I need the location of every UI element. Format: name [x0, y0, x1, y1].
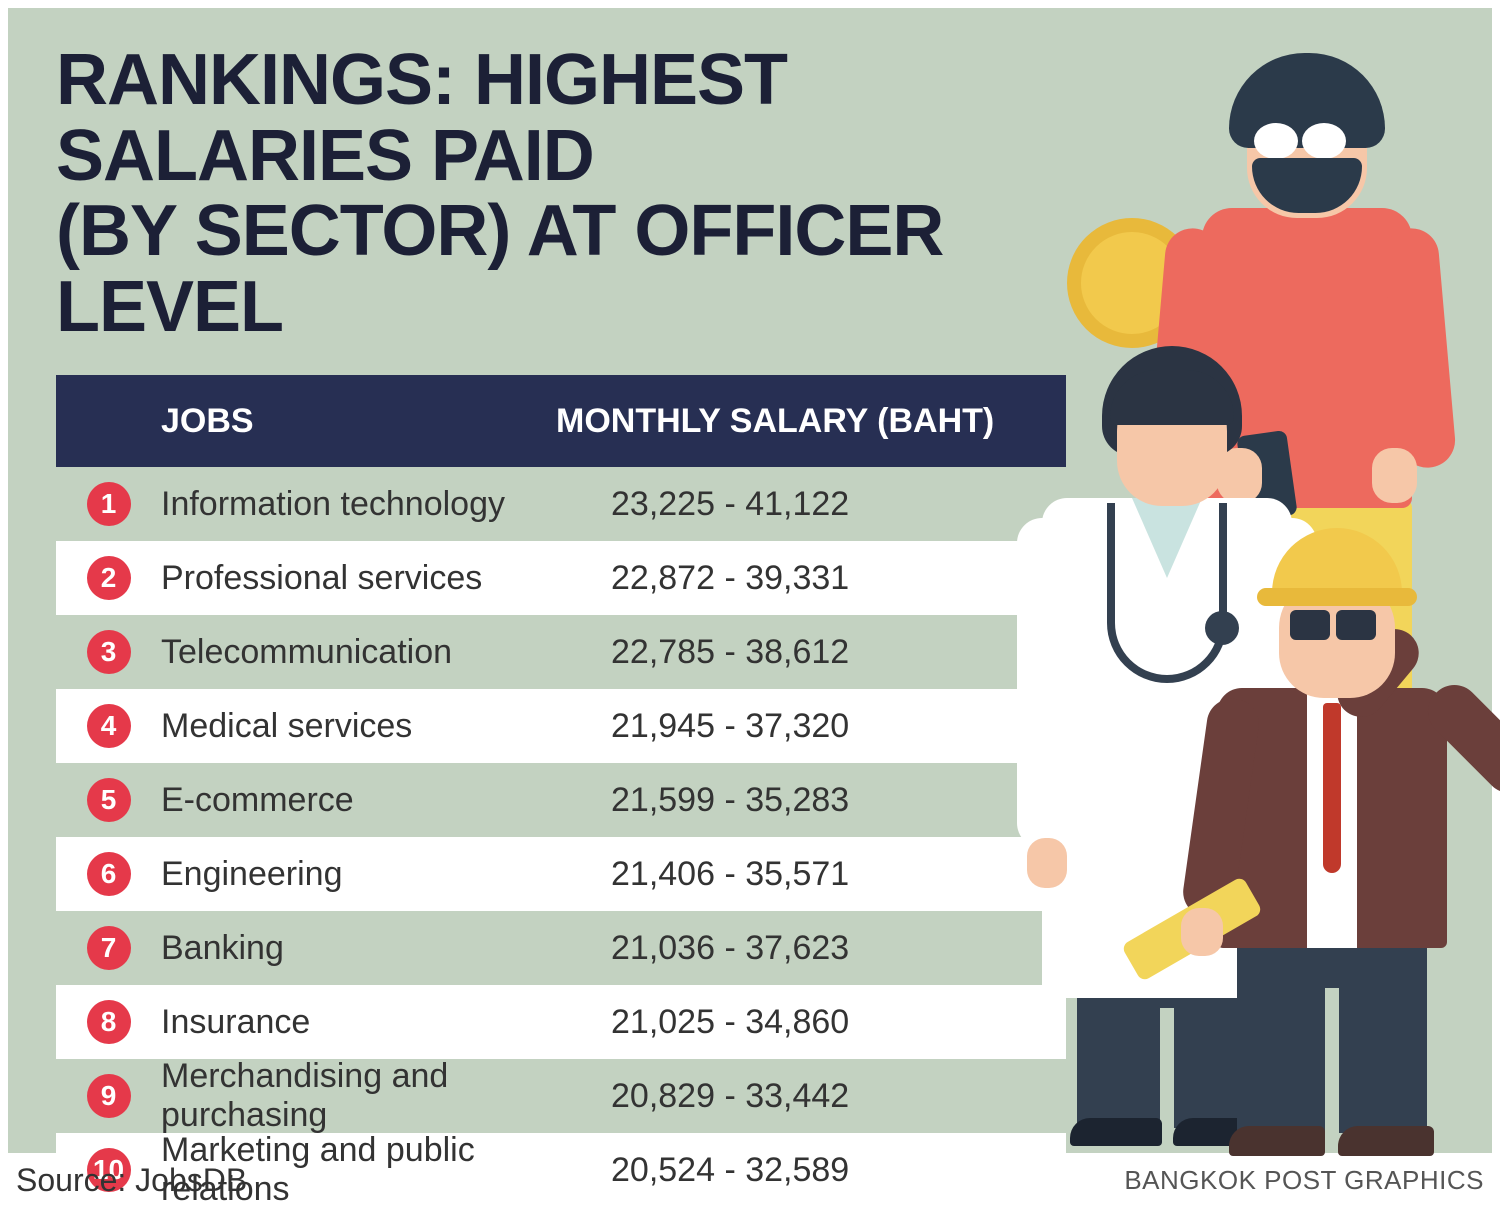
table-row: 8 Insurance21,025 - 34,860	[56, 985, 1066, 1059]
table-row: 2 Professional services22,872 - 39,331	[56, 541, 1066, 615]
job-label: Merchandising and purchasing	[161, 1057, 556, 1135]
title-line-1: RANKINGS: HIGHEST SALARIES PAID	[56, 40, 787, 196]
title-line-2: (BY SECTOR) AT OFFICER LEVEL	[56, 191, 943, 347]
rank-badge: 1	[87, 482, 131, 526]
job-label: Banking	[161, 929, 556, 968]
rank-cell: 8	[56, 1000, 161, 1044]
rank-badge: 8	[87, 1000, 131, 1044]
attribution-label: BANGKOK POST GRAPHICS	[1124, 1165, 1484, 1196]
infographic-title: RANKINGS: HIGHEST SALARIES PAID (BY SECT…	[56, 43, 1106, 345]
rank-cell: 7	[56, 926, 161, 970]
salary-value: 23,225 - 41,122	[556, 485, 1066, 524]
job-label: E-commerce	[161, 781, 556, 820]
salary-value: 21,036 - 37,623	[556, 929, 1066, 968]
column-header-salary: MONTHLY SALARY (BAHT)	[556, 402, 1066, 441]
salary-value: 21,406 - 35,571	[556, 855, 1066, 894]
table-header: JOBS MONTHLY SALARY (BAHT)	[56, 375, 1066, 467]
rank-badge: 4	[87, 704, 131, 748]
infographic-footer: Source: JobsDB BANGKOK POST GRAPHICS	[8, 1158, 1492, 1199]
rank-cell: 3	[56, 630, 161, 674]
rank-cell: 1	[56, 482, 161, 526]
table-row: 1 Information technology23,225 - 41,122	[56, 467, 1066, 541]
column-header-jobs: JOBS	[56, 402, 556, 441]
job-label: Engineering	[161, 855, 556, 894]
rank-badge: 5	[87, 778, 131, 822]
rank-cell: 2	[56, 556, 161, 600]
table-row: 7 Banking21,036 - 37,623	[56, 911, 1066, 985]
job-label: Medical services	[161, 707, 556, 746]
rank-cell: 4	[56, 704, 161, 748]
rank-badge: 7	[87, 926, 131, 970]
salary-value: 22,785 - 38,612	[556, 633, 1066, 672]
rank-badge: 3	[87, 630, 131, 674]
rank-badge: 2	[87, 556, 131, 600]
table-row: 9 Merchandising and purchasing20,829 - 33…	[56, 1059, 1066, 1133]
salary-value: 22,872 - 39,331	[556, 559, 1066, 598]
table-body: 1 Information technology23,225 - 41,122 2P…	[56, 467, 1066, 1207]
salary-value: 20,829 - 33,442	[556, 1077, 1066, 1116]
rank-cell: 5	[56, 778, 161, 822]
rank-badge: 9	[87, 1074, 131, 1118]
table-row: 5 E-commerce21,599 - 35,283	[56, 763, 1066, 837]
rank-cell: 6	[56, 852, 161, 896]
sunglasses-icon	[1287, 610, 1387, 642]
people-illustration	[1052, 68, 1472, 1143]
table-row: 3 Telecommunication22,785 - 38,612	[56, 615, 1066, 689]
salary-value: 21,599 - 35,283	[556, 781, 1066, 820]
job-label: Information technology	[161, 485, 556, 524]
salary-value: 21,025 - 34,860	[556, 1003, 1066, 1042]
glasses-icon	[1252, 123, 1362, 159]
salary-rankings-table: JOBS MONTHLY SALARY (BAHT) 1 Information …	[56, 375, 1066, 1207]
job-label: Telecommunication	[161, 633, 556, 672]
table-row: 4 Medical services21,945 - 37,320	[56, 689, 1066, 763]
infographic-container: RANKINGS: HIGHEST SALARIES PAID (BY SECT…	[8, 8, 1492, 1153]
rank-badge: 6	[87, 852, 131, 896]
job-label: Professional services	[161, 559, 556, 598]
salary-value: 21,945 - 37,320	[556, 707, 1066, 746]
job-label: Insurance	[161, 1003, 556, 1042]
rank-cell: 9	[56, 1074, 161, 1118]
person-engineer-illustration	[1177, 528, 1477, 1158]
table-row: 6 Engineering21,406 - 35,571	[56, 837, 1066, 911]
source-label: Source: JobsDB	[16, 1162, 247, 1199]
